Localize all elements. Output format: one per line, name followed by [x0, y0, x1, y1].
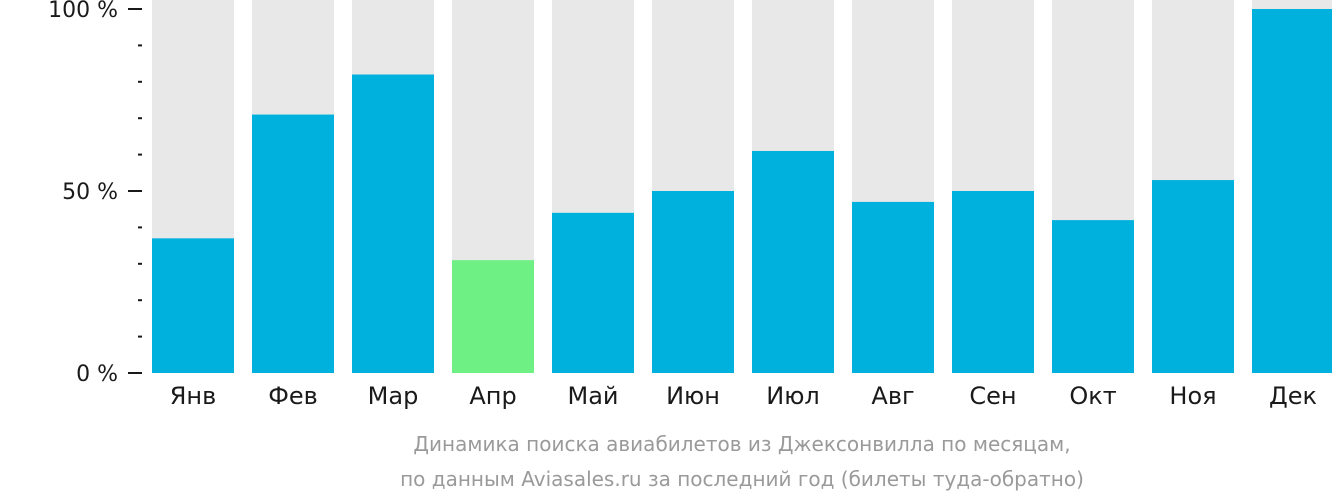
y-tick-label: 0 % — [76, 362, 118, 387]
x-tick-label: Май — [567, 382, 618, 410]
x-tick-label: Дек — [1269, 382, 1317, 410]
y-tick-label: 100 % — [48, 0, 118, 23]
bar — [452, 260, 534, 373]
x-tick-label: Окт — [1069, 382, 1116, 410]
bar — [1052, 220, 1134, 373]
x-tick-label: Сен — [969, 382, 1016, 410]
bar — [252, 114, 334, 373]
x-tick-label: Мар — [368, 382, 419, 410]
x-tick-label: Янв — [170, 382, 217, 410]
x-tick-label: Июн — [666, 382, 720, 410]
bar — [152, 238, 234, 373]
bar — [652, 191, 734, 373]
x-tick-label: Ноя — [1169, 382, 1216, 410]
bar — [552, 212, 634, 373]
x-tick-label: Апр — [469, 382, 516, 410]
chart-caption-line-1: Динамика поиска авиабилетов из Джексонви… — [413, 432, 1071, 456]
bar — [952, 191, 1034, 373]
bar — [352, 74, 434, 374]
x-tick-label: Фев — [268, 382, 318, 410]
bar — [1152, 180, 1234, 373]
bar — [752, 150, 834, 373]
x-tick-label: Июл — [766, 382, 820, 410]
bar — [1252, 9, 1332, 373]
x-tick-label: Авг — [871, 382, 914, 410]
bar — [852, 201, 934, 373]
y-tick-label: 50 % — [62, 180, 118, 205]
chart-caption-line-2: по данным Aviasales.ru за последний год … — [400, 467, 1084, 491]
